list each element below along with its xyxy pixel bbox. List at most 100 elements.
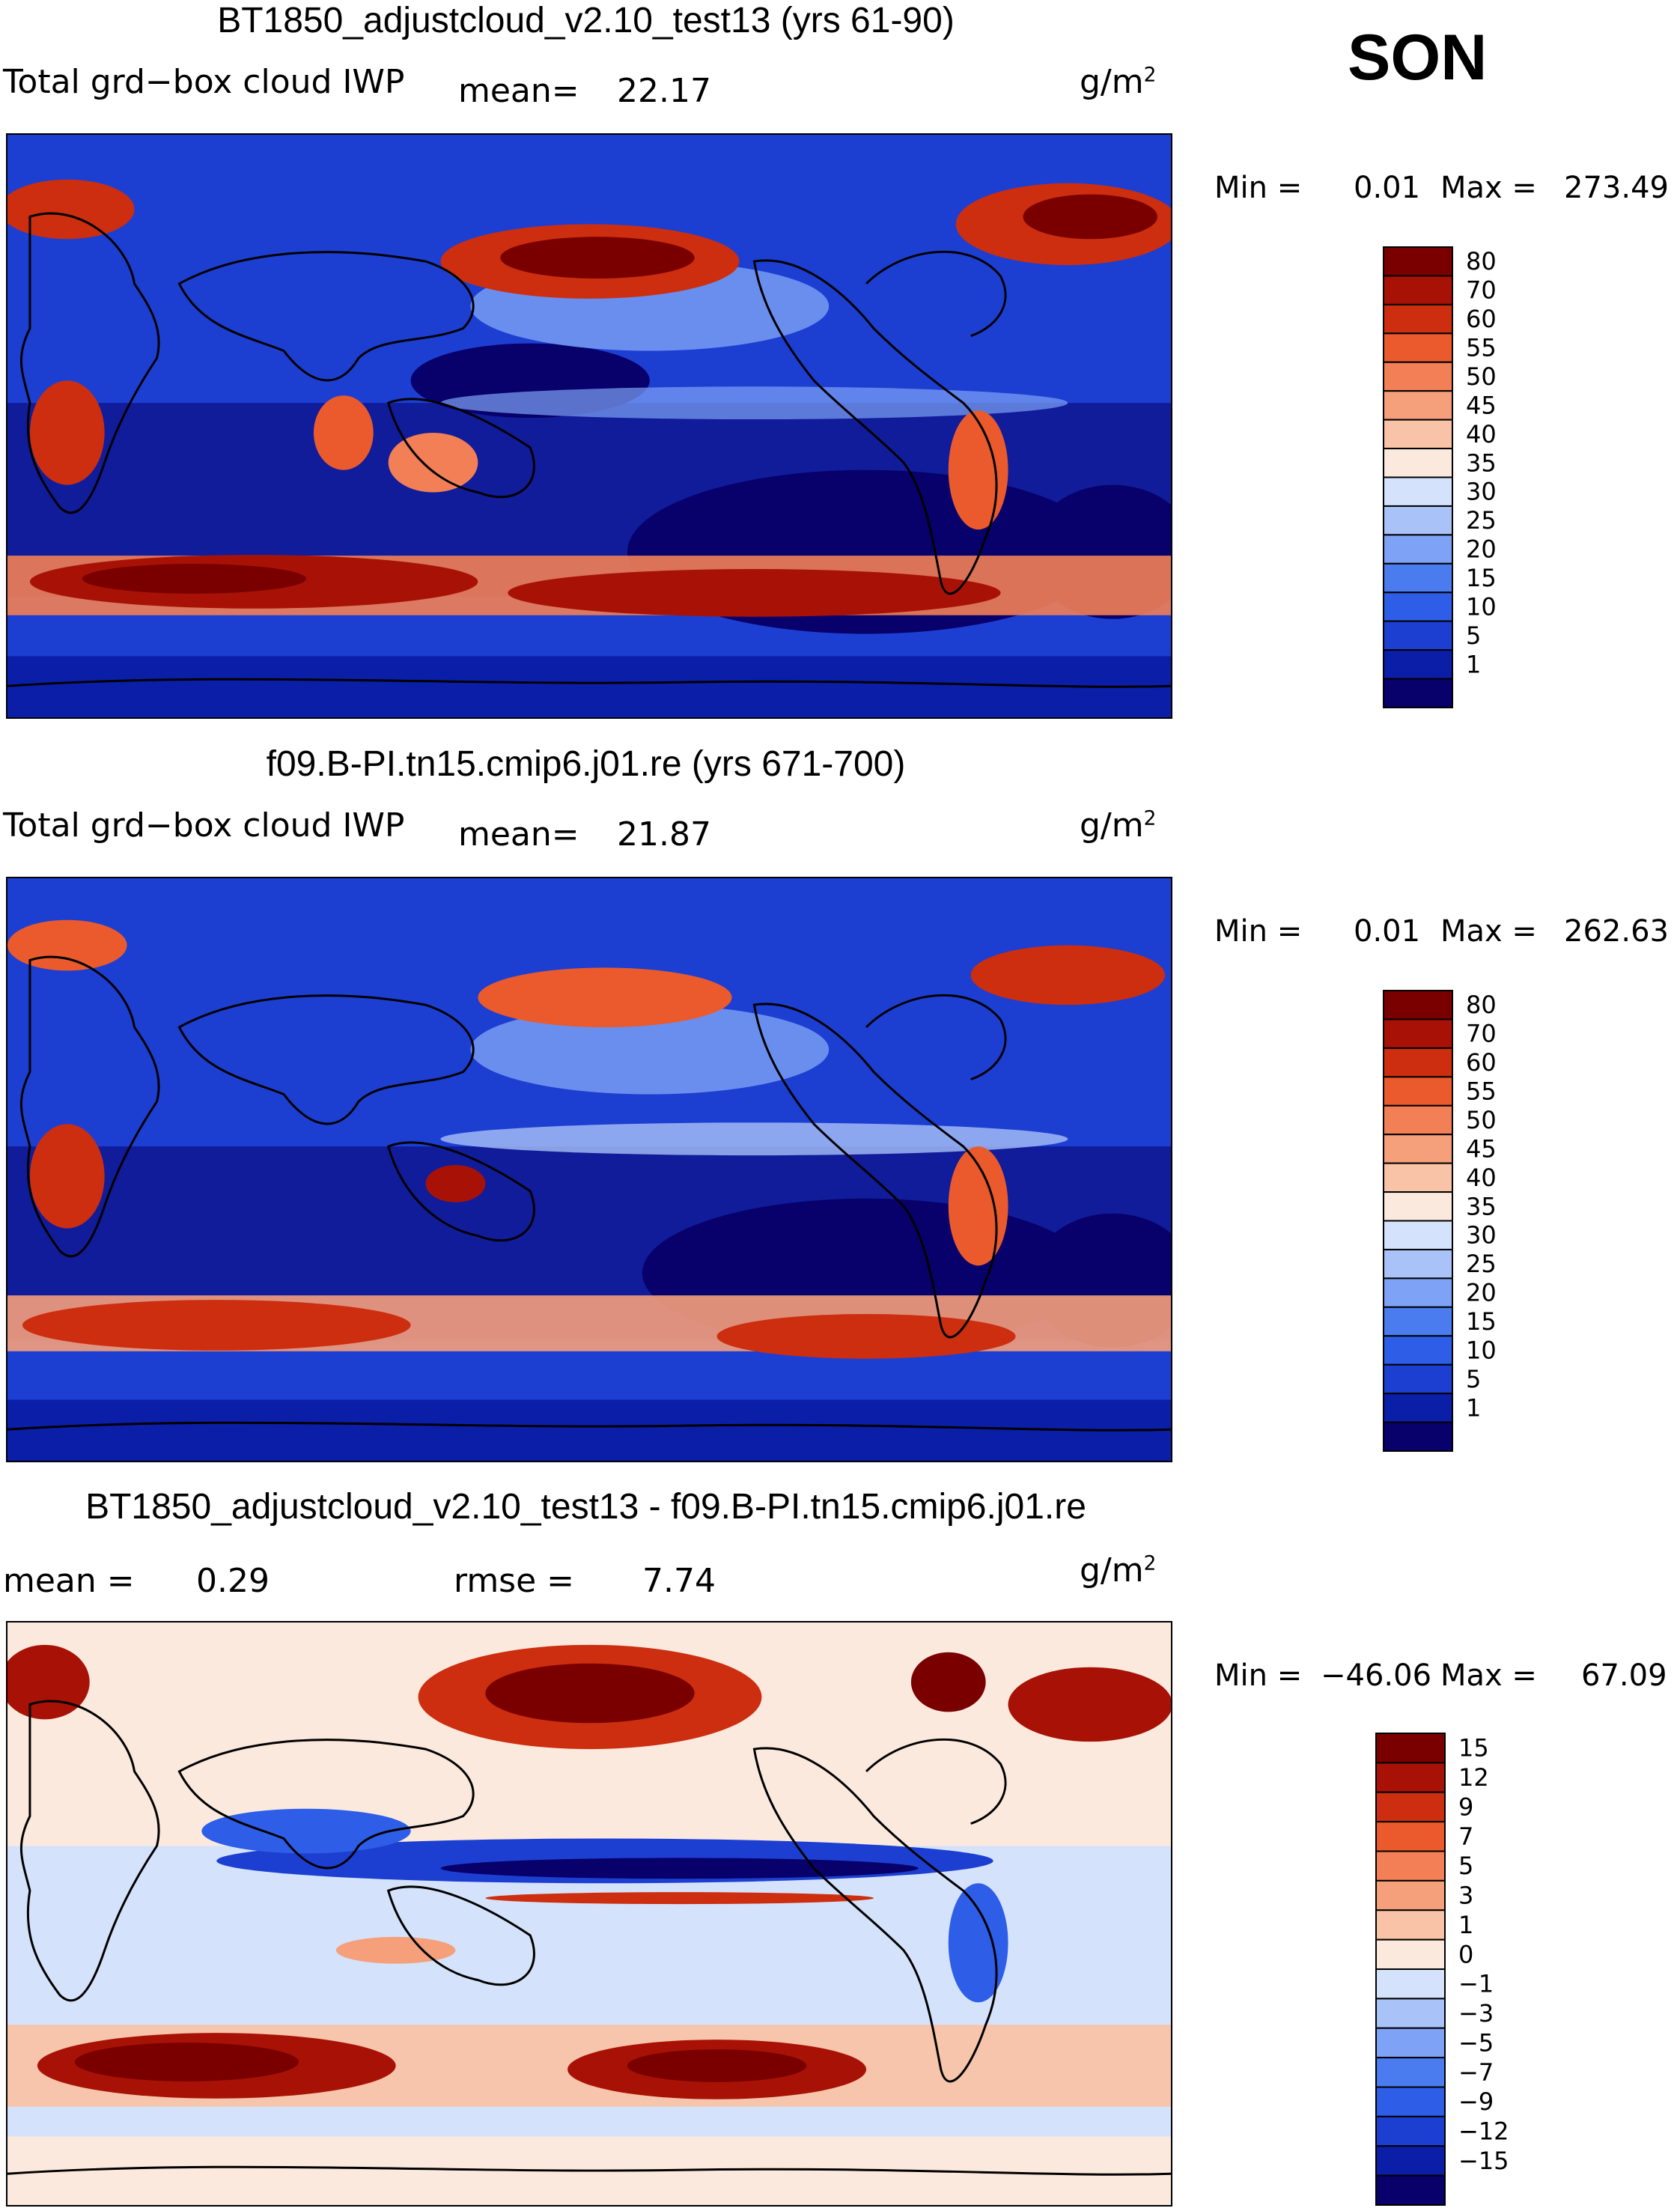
colorbar-tick-label: 5	[1466, 621, 1481, 650]
colorbar-tick-label: −1	[1458, 1970, 1494, 1998]
colorbar-tick-label: 40	[1466, 420, 1497, 448]
colorbar-box	[1375, 2086, 1446, 2117]
panel-1-map-field	[7, 135, 1171, 717]
colorbar-tick-label: 20	[1466, 1279, 1497, 1307]
colorbar-tick-label: 35	[1466, 1192, 1497, 1220]
panel-2-variable-label: Total grd−box cloud IWP	[3, 806, 405, 845]
colorbar-box	[1383, 1018, 1453, 1049]
panel-2-colorbar: 1 5 10 15 20 25 30 35 40 45 50 55 60 70 80	[1383, 990, 1608, 1455]
panel-1-colorbar: 1 5 10 15 20 25 30 35 40 45 50 55 60 70 80	[1383, 246, 1608, 711]
panel-3-mean-value: 0.29	[196, 1562, 270, 1600]
colorbar-tick-label: 25	[1466, 506, 1497, 535]
colorbar-tick-label: 45	[1466, 1134, 1497, 1163]
colorbar-box	[1375, 2145, 1446, 2177]
colorbar-box	[1383, 990, 1453, 1021]
colorbar-box	[1375, 1733, 1446, 1764]
colorbar-box	[1383, 419, 1453, 450]
panel-2-map-field	[7, 878, 1171, 1461]
colorbar-tick-label: 55	[1466, 1077, 1497, 1106]
colorbar-box	[1383, 1134, 1453, 1164]
colorbar-box	[1383, 534, 1453, 565]
panel-3-colorbar: −15 −12 −9 −7 −5 −3 −1 0 1 3 5 7 9 12 15	[1375, 1733, 1601, 2209]
colorbar-tick-label: 1	[1458, 1911, 1473, 1939]
colorbar-box	[1375, 1879, 1446, 1912]
colorbar-box	[1383, 1277, 1453, 1308]
colorbar-box	[1383, 448, 1453, 478]
panel-3-min-value: −46.06	[1321, 1658, 1432, 1693]
colorbar-box	[1383, 332, 1453, 363]
colorbar-tick-label: 80	[1466, 991, 1497, 1019]
colorbar-tick-label: 15	[1466, 1307, 1497, 1336]
panel-1-title: BT1850_adjustcloud_v2.10_test13 (yrs 61-…	[217, 1, 955, 40]
panel-3-max-value: 67.09	[1581, 1658, 1667, 1693]
colorbar-box	[1383, 246, 1453, 277]
colorbar-box	[1383, 361, 1453, 392]
colorbar-box	[1375, 1821, 1446, 1852]
colorbar-tick-label: 0	[1458, 1940, 1473, 1968]
panel-2-min-value: 0.01	[1354, 914, 1421, 949]
colorbar-box	[1383, 476, 1453, 507]
colorbar-tick-label: 5	[1466, 1365, 1481, 1393]
colorbar-box	[1375, 2115, 1446, 2147]
colorbar-box	[1383, 1363, 1453, 1395]
panel-2-mean-label: mean=	[458, 815, 579, 854]
colorbar-box	[1383, 1335, 1453, 1366]
colorbar-tick-label: 25	[1466, 1250, 1497, 1278]
colorbar-box	[1383, 620, 1453, 651]
colorbar-box	[1383, 390, 1453, 421]
colorbar-box	[1375, 1998, 1446, 2029]
colorbar-tick-label: 50	[1466, 1106, 1497, 1134]
panel-1-min-value: 0.01	[1354, 171, 1421, 205]
colorbar-tick-label: 9	[1458, 1792, 1473, 1821]
colorbar-box	[1383, 1047, 1453, 1078]
panel-3-min-label: Min =	[1214, 1658, 1303, 1693]
colorbar-box	[1383, 1393, 1453, 1423]
panel-2-units: g/m2	[1080, 806, 1157, 845]
colorbar-tick-label: −15	[1458, 2147, 1509, 2175]
colorbar-box	[1375, 1850, 1446, 1882]
panel-3-mean-label: mean =	[3, 1562, 135, 1600]
colorbar-box	[1383, 1191, 1453, 1222]
colorbar-box	[1383, 1220, 1453, 1250]
colorbar-box	[1383, 1421, 1453, 1452]
colorbar-tick-label: 7	[1458, 1822, 1473, 1851]
colorbar-box	[1375, 2027, 1446, 2059]
panel-1-units: g/m2	[1080, 63, 1157, 101]
colorbar-tick-label: −12	[1458, 2117, 1509, 2146]
colorbar-box	[1383, 275, 1453, 305]
colorbar-tick-label: −5	[1458, 2028, 1494, 2057]
panel-2-title: f09.B-PI.tn15.cmip6.j01.re (yrs 671-700)	[266, 744, 906, 784]
season-label: SON	[1348, 22, 1488, 94]
panel-2-map	[6, 877, 1172, 1462]
colorbar-tick-label: 10	[1466, 592, 1497, 621]
colorbar-box	[1383, 303, 1453, 335]
colorbar-tick-label: 30	[1466, 478, 1497, 506]
colorbar-tick-label: 70	[1466, 276, 1497, 305]
colorbar-tick-label: 70	[1466, 1020, 1497, 1048]
panel-3-map	[6, 1621, 1172, 2207]
panel-3-rmse-value: 7.74	[642, 1562, 716, 1600]
colorbar-box	[1383, 591, 1453, 622]
panel-1-mean-value: 22.17	[617, 72, 711, 110]
panel-1-min-label: Min =	[1214, 171, 1303, 205]
panel-2-mean-value: 21.87	[617, 815, 711, 854]
panel-3-units: g/m2	[1080, 1551, 1157, 1590]
colorbar-box	[1375, 2057, 1446, 2088]
panel-2-max-value: 262.63	[1564, 914, 1669, 949]
colorbar-box	[1375, 2174, 1446, 2206]
panel-3-rmse-label: rmse =	[454, 1562, 575, 1600]
colorbar-box	[1383, 1248, 1453, 1280]
colorbar-box	[1375, 1938, 1446, 1970]
panel-3-max-label: Max =	[1440, 1658, 1537, 1693]
colorbar-box	[1383, 649, 1453, 680]
colorbar-tick-label: 12	[1458, 1763, 1489, 1792]
panel-1-max-value: 273.49	[1564, 171, 1669, 205]
colorbar-tick-label: 55	[1466, 334, 1497, 362]
colorbar-box	[1383, 678, 1453, 708]
colorbar-box	[1375, 1968, 1446, 2000]
panel-3-title: BT1850_adjustcloud_v2.10_test13 - f09.B-…	[85, 1487, 1086, 1527]
colorbar-tick-label: 10	[1466, 1336, 1497, 1364]
panel-1-mean-label: mean=	[458, 72, 579, 110]
